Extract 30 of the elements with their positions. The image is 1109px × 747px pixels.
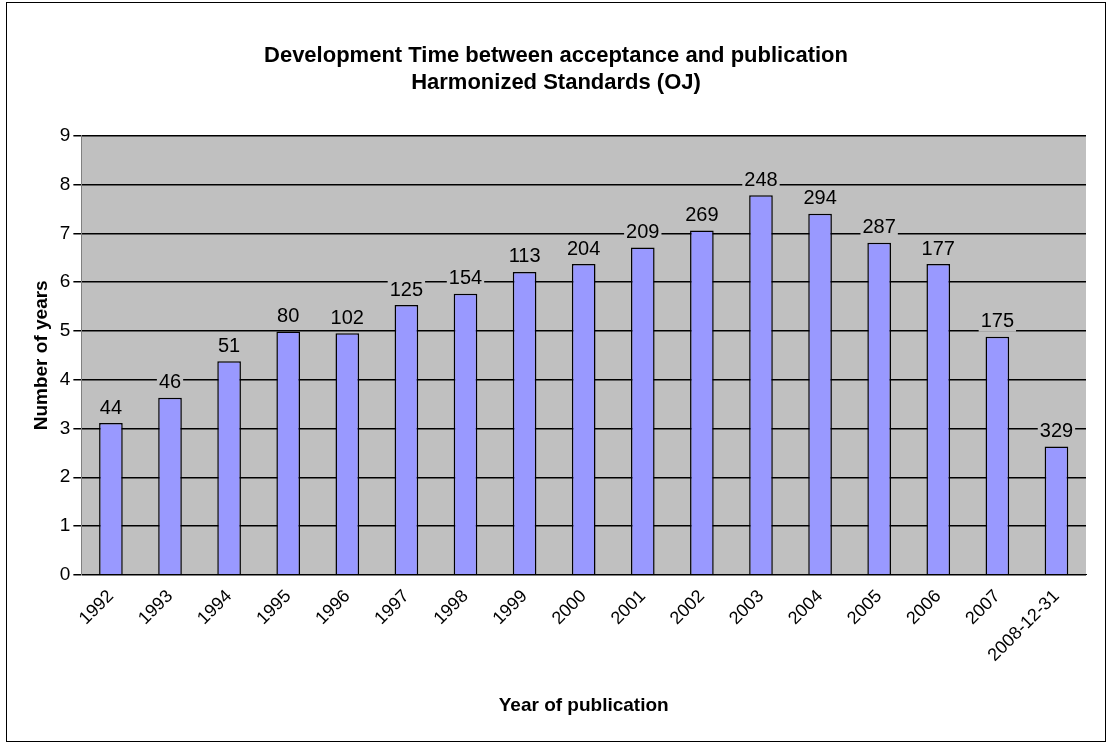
annotation: 175	[980, 309, 1015, 332]
y-tick-label: 4	[59, 367, 71, 389]
annotation: 113	[508, 244, 541, 267]
annotation: 51	[217, 333, 241, 356]
annotation: 102	[330, 305, 364, 328]
annotation: 154	[448, 266, 483, 289]
x-axis-title: Year of publication	[498, 693, 669, 715]
annotation: 248	[744, 167, 778, 190]
annotation: 44	[99, 395, 123, 418]
y-tick-label: 9	[59, 124, 71, 146]
y-tick-label: 6	[59, 270, 71, 292]
y-tick-label: 3	[59, 416, 71, 438]
y-tick-label: 2	[59, 465, 71, 487]
annotation: 294	[803, 186, 837, 209]
annotation: 80	[277, 303, 300, 326]
y-tick-label: 0	[59, 563, 71, 585]
annotation: 329	[1039, 419, 1074, 442]
annotation: 177	[921, 236, 955, 259]
annotation: 287	[862, 215, 896, 238]
annotation: 46	[158, 370, 182, 393]
y-tick-label: 7	[59, 221, 71, 243]
annotation: 204	[567, 236, 601, 259]
annotation: 209	[626, 220, 660, 243]
y-tick-label: 8	[59, 172, 71, 194]
y-axis-title: Number of years	[29, 280, 51, 431]
y-tick-label: 5	[59, 319, 71, 341]
annotation: 125	[389, 277, 424, 300]
chart-title: Development Time between acceptance and publication Harmonized Standards (OJ)	[264, 42, 848, 94]
y-tick-label: 1	[59, 514, 71, 536]
annotation: 269	[685, 202, 719, 225]
